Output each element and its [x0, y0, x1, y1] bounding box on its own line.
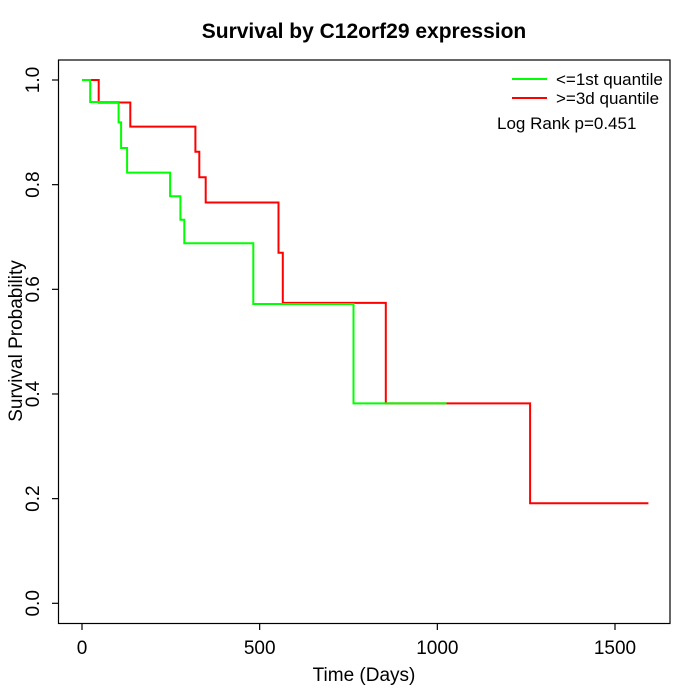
- y-axis-tick-label: 0.8: [23, 171, 44, 197]
- legend: <=1st quantile >=3d quantile Log Rank p=…: [497, 70, 663, 133]
- x-axis-tick-label: 1500: [594, 638, 636, 659]
- x-axis-label: Time (Days): [313, 665, 416, 686]
- legend-label-third-quantile: >=3d quantile: [556, 89, 659, 108]
- y-axis-tick-label: 0.0: [23, 590, 44, 616]
- x-axis-tick-label: 1000: [416, 638, 458, 659]
- y-axis-tick-label: 1.0: [23, 67, 44, 93]
- plot-area: 0 500 1000 1500 0.0 0.2 0.4 0.6 0.8 1.0: [23, 59, 671, 659]
- y-axis-tick-label: 0.4: [23, 380, 44, 407]
- log-rank-annotation: Log Rank p=0.451: [497, 114, 636, 133]
- legend-label-first-quantile: <=1st quantile: [556, 70, 663, 89]
- x-axis-tick-label: 500: [244, 638, 276, 659]
- plot-title: Survival by C12orf29 expression: [202, 20, 527, 43]
- x-axis-tick-label: 0: [77, 638, 88, 659]
- y-axis-label: Survival Probability: [6, 260, 27, 422]
- survival-curve-low-expression: [82, 79, 447, 405]
- survival-curve-high-expression: [82, 79, 649, 505]
- y-axis-tick-label: 0.6: [23, 276, 44, 302]
- plot-box: [57, 59, 671, 625]
- y-axis-tick-label: 0.2: [23, 485, 44, 511]
